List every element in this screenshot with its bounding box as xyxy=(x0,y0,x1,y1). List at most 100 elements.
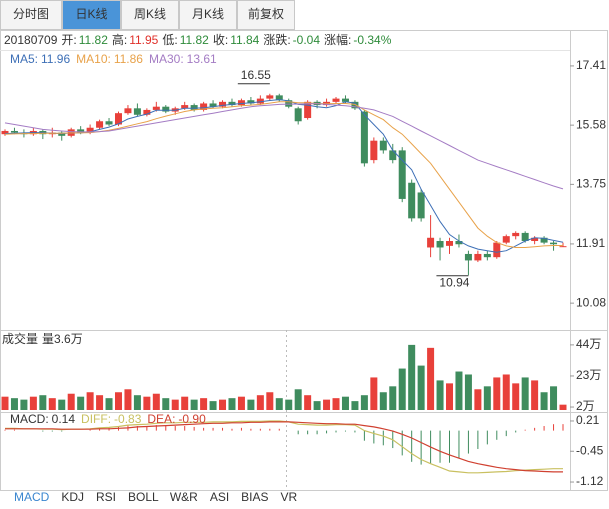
candle-body xyxy=(464,253,472,261)
volume-bar xyxy=(247,399,255,410)
field-label: 收: xyxy=(213,33,228,47)
legend-value: -0.83 xyxy=(114,412,142,426)
volume-value: 量3.6万 xyxy=(42,332,83,346)
y-tick-label: 17.41 xyxy=(576,58,606,72)
candle-body xyxy=(408,182,416,219)
volume-bar xyxy=(228,398,236,410)
volume-bar xyxy=(275,398,283,410)
tab[interactable] xyxy=(62,0,121,30)
tab-label[interactable]: 分时图 xyxy=(13,7,49,21)
volume-bar xyxy=(323,399,331,410)
y-tick-label: 11.91 xyxy=(576,236,605,250)
indicator-tab[interactable]: RSI xyxy=(96,490,116,504)
volume-bar xyxy=(256,395,264,410)
field-label: 高: xyxy=(112,32,127,47)
candle-body xyxy=(143,109,151,115)
legend: MA5: 11.96 MA10: 11.86 MA30: 13.61 xyxy=(10,52,217,66)
volume-bar xyxy=(360,395,368,410)
tab-label[interactable]: 日K线 xyxy=(75,7,107,21)
legend-value: 11.96 xyxy=(41,52,70,66)
tab[interactable] xyxy=(0,0,62,30)
field-value: 11.82 xyxy=(79,33,108,47)
legend-name: MA10: xyxy=(76,52,111,66)
candle-body xyxy=(427,237,435,248)
candle-body xyxy=(502,236,510,243)
field-label: 涨跌: xyxy=(263,32,290,47)
candle-body xyxy=(294,108,302,122)
volume-bar xyxy=(512,383,520,410)
volume-bar xyxy=(313,401,321,410)
volume-bar xyxy=(171,399,179,410)
candle-body xyxy=(124,108,132,114)
legend-name: DIFF: xyxy=(81,412,111,426)
volume-bar xyxy=(162,398,170,410)
candle-body xyxy=(521,232,529,242)
volume-bar xyxy=(285,399,293,410)
volume-bar xyxy=(436,380,444,410)
legend-name: DEA: xyxy=(147,412,175,426)
volume-bar xyxy=(1,396,9,410)
indicator-tab[interactable]: BOLL xyxy=(128,490,159,504)
candle-body xyxy=(86,127,94,133)
candle-body xyxy=(256,98,264,104)
volume-bar xyxy=(398,368,406,410)
field-label: 涨幅: xyxy=(324,32,351,47)
y-tick-label: 23万 xyxy=(576,368,601,382)
candle-body xyxy=(493,242,501,258)
tab[interactable] xyxy=(179,0,237,30)
volume-bar xyxy=(124,389,132,410)
candle-body xyxy=(10,130,18,133)
volume-bar xyxy=(77,396,85,410)
indicator-tab[interactable]: KDJ xyxy=(61,490,84,504)
volume-bar xyxy=(67,393,75,410)
y-tick-label: 0.21 xyxy=(576,413,600,427)
tab-label[interactable]: 前复权 xyxy=(248,6,284,21)
candle-body xyxy=(389,150,397,161)
volume-bar xyxy=(294,389,302,410)
indicator-tab[interactable]: MACD xyxy=(14,490,50,504)
candle-body xyxy=(360,111,368,164)
legend-value: 0.14 xyxy=(52,412,76,426)
candle-body xyxy=(455,241,463,245)
candle-body xyxy=(247,100,255,104)
candle-body xyxy=(332,98,340,102)
y-tick-label: 13.75 xyxy=(576,177,606,191)
tab[interactable] xyxy=(121,0,179,30)
ma-line xyxy=(4,103,564,190)
candle-body xyxy=(190,105,198,110)
indicator-tab[interactable]: BIAS xyxy=(241,490,268,504)
y-tick-label: -1.12 xyxy=(576,474,604,488)
candle-body xyxy=(483,253,491,258)
tab[interactable] xyxy=(237,0,295,30)
tab-label[interactable]: 周K线 xyxy=(134,7,166,21)
volume-bar xyxy=(550,386,558,410)
field-value: 11.95 xyxy=(129,33,158,47)
indicator-tab[interactable]: VR xyxy=(281,490,298,504)
volume-bar xyxy=(266,392,274,410)
candle-body xyxy=(417,192,425,219)
volume-bar xyxy=(48,398,56,410)
volume-bar xyxy=(370,377,378,410)
candle-body xyxy=(152,106,160,110)
volume-bar xyxy=(351,401,359,410)
field-value: 11.82 xyxy=(180,33,209,47)
y-tick-label: 44万 xyxy=(576,337,601,351)
y-tick-label: 2万 xyxy=(576,399,595,413)
volume-bar xyxy=(531,380,539,410)
legend-name: MA30: xyxy=(149,52,184,66)
candle-body xyxy=(181,105,189,109)
indicator-tab[interactable]: W&R xyxy=(170,490,198,504)
volume-bar xyxy=(114,392,122,410)
tab-label[interactable]: 月K线 xyxy=(192,7,224,21)
candle-body xyxy=(370,140,378,161)
volume-bar xyxy=(474,389,482,410)
volume-bar xyxy=(29,396,37,410)
candle-body xyxy=(237,100,245,106)
indicator-tab[interactable]: ASI xyxy=(210,490,229,504)
field-value: -0.04 xyxy=(293,33,321,47)
candle-body xyxy=(304,101,312,119)
candle-body xyxy=(436,241,444,248)
volume-bar xyxy=(417,365,425,410)
candle-body xyxy=(398,150,406,199)
